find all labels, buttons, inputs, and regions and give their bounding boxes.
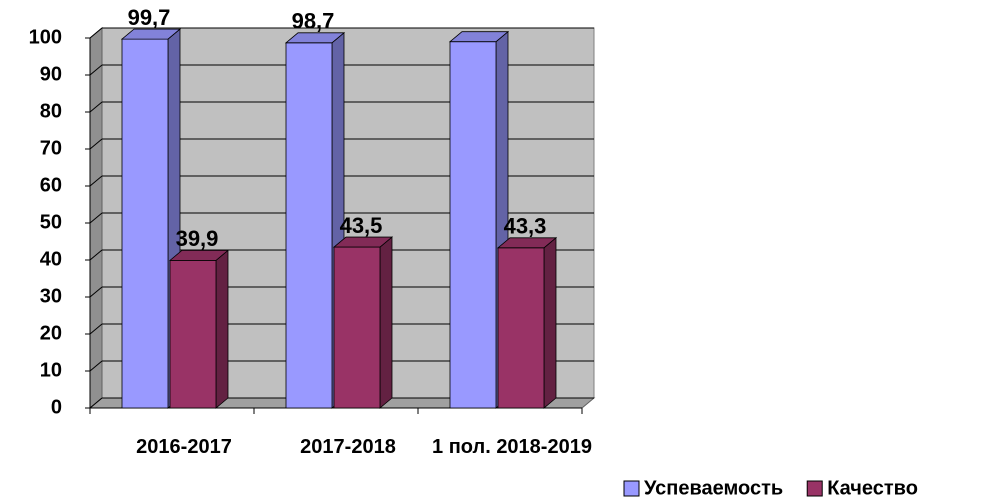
value-label: 43,5 <box>340 213 383 238</box>
bar <box>121 38 169 409</box>
bar <box>449 41 497 409</box>
x-tick-label: 2016-2017 <box>136 436 232 458</box>
y-tick-label: 100 <box>29 26 62 48</box>
bar-top <box>120 28 182 40</box>
x-tick-label: 1 пол. 2018-2019 <box>432 436 592 458</box>
legend-label: Успеваемость <box>644 477 783 499</box>
value-label: 43,3 <box>504 214 547 239</box>
grid-line <box>89 249 103 261</box>
grid-line <box>89 360 103 372</box>
bar-side <box>379 236 393 409</box>
y-tick-label: 70 <box>40 137 62 159</box>
y-tick-label: 30 <box>40 285 62 307</box>
y-tick-label: 0 <box>51 396 62 418</box>
grid-line <box>89 212 103 224</box>
bar-side <box>543 236 557 409</box>
y-tick-label: 80 <box>40 100 62 122</box>
bar-top <box>496 237 558 249</box>
bar <box>497 247 545 409</box>
bar <box>285 42 333 409</box>
value-label: 98,7 <box>292 9 335 34</box>
bar-top <box>332 236 394 248</box>
y-tick-label: 20 <box>40 322 62 344</box>
grid-line <box>89 64 103 76</box>
grid-line <box>89 175 103 187</box>
grid-line <box>89 397 103 409</box>
bar <box>333 246 381 409</box>
grid-line <box>89 27 103 39</box>
bar-top <box>448 31 510 43</box>
bar-top <box>284 32 346 44</box>
y-tick-label: 40 <box>40 248 62 270</box>
y-tick-label: 10 <box>40 359 62 381</box>
grid-line <box>89 101 103 113</box>
y-tick-label: 90 <box>40 63 62 85</box>
grid-line <box>89 286 103 298</box>
y-tick-label: 60 <box>40 174 62 196</box>
bar <box>169 259 217 409</box>
legend-label: Качество <box>827 477 918 499</box>
legend-swatch <box>623 480 640 497</box>
value-label: 39,9 <box>176 226 219 251</box>
grid-line <box>89 138 103 150</box>
grid-line <box>89 323 103 335</box>
legend-swatch <box>806 480 823 497</box>
bar-side <box>215 249 229 409</box>
x-tick-label: 2017-2018 <box>300 436 396 458</box>
value-label: 99,7 <box>128 5 171 30</box>
y-tick-label: 50 <box>40 211 62 233</box>
bar-top <box>168 249 230 261</box>
